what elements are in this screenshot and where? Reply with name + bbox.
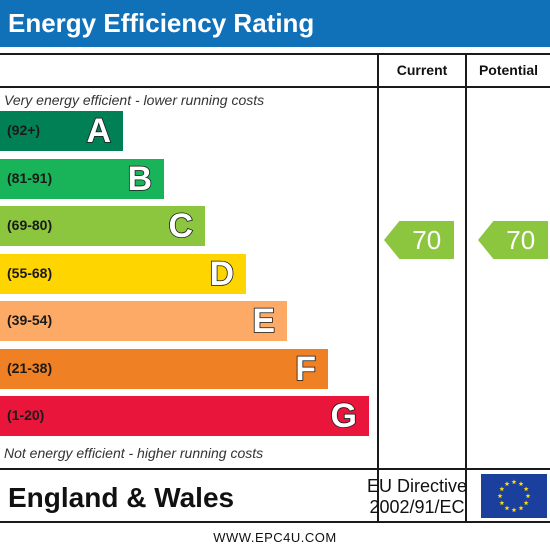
band-letter: F xyxy=(294,349,316,389)
eu-directive-line2: 2002/91/EC xyxy=(369,497,465,517)
eu-stars-icon xyxy=(497,479,531,513)
eu-flag-icon xyxy=(481,474,547,518)
band-range-label: (1-20) xyxy=(7,407,45,423)
rating-band-f: (21-38) F xyxy=(0,348,328,389)
potential-column-header: Potential xyxy=(478,62,539,78)
band-range-label: (92+) xyxy=(7,122,41,138)
band-range-label: (21-38) xyxy=(7,359,53,376)
eu-star xyxy=(518,505,524,511)
chart-title: Energy Efficiency Rating xyxy=(8,8,315,38)
eu-star xyxy=(523,500,529,506)
column-header-divider xyxy=(0,86,550,88)
eu-star xyxy=(497,493,503,499)
rating-table-frame xyxy=(0,53,550,523)
eu-directive-line1: EU Directive xyxy=(366,476,468,496)
rating-band-c: (69-80) C xyxy=(0,206,205,246)
footer-divider xyxy=(0,468,550,470)
current-rating-value: 70 xyxy=(412,225,442,255)
potential-rating-value: 70 xyxy=(506,225,536,255)
region-label: England & Wales xyxy=(8,482,235,513)
current-rating-arrow: 70 xyxy=(384,221,454,259)
eu-star xyxy=(511,507,517,513)
website-link: WWW.EPC4U.COM xyxy=(213,530,337,545)
current-column-divider xyxy=(377,53,379,523)
inefficient-note: Not energy efficient - higher running co… xyxy=(4,445,264,461)
band-range-label: (39-54) xyxy=(7,312,53,328)
band-letter: E xyxy=(252,301,276,341)
band-range-label: (81-91) xyxy=(7,169,53,186)
band-letter: D xyxy=(209,254,235,294)
eu-star xyxy=(525,493,531,499)
band-letter: C xyxy=(168,206,194,246)
eu-star xyxy=(511,479,517,485)
rating-band-a: (92+) A xyxy=(0,111,123,151)
efficient-note: Very energy efficient - lower running co… xyxy=(4,92,265,108)
band-range-label: (55-68) xyxy=(7,264,53,281)
current-column-header: Current xyxy=(396,62,448,78)
rating-band-e: (39-54) E xyxy=(0,301,287,341)
eu-star xyxy=(504,505,510,511)
potential-rating-arrow: 70 xyxy=(478,221,548,259)
eu-directive-label: EU Directive 2002/91/EC xyxy=(362,476,472,518)
eu-star xyxy=(518,481,524,486)
rating-band-g: (1-20) G xyxy=(0,396,369,436)
eu-star xyxy=(523,486,529,492)
rating-band-d: (55-68) D xyxy=(0,253,246,294)
band-letter: B xyxy=(127,159,153,199)
band-range-label: (69-80) xyxy=(7,217,53,233)
band-letter: A xyxy=(86,111,112,151)
eu-star xyxy=(504,481,510,486)
rating-band-b: (81-91) B xyxy=(0,158,164,199)
eu-star xyxy=(499,486,505,492)
eu-star xyxy=(499,500,505,506)
band-letter: G xyxy=(330,396,358,436)
chart-header: Energy Efficiency Rating xyxy=(0,0,550,47)
potential-column-divider xyxy=(465,53,467,523)
